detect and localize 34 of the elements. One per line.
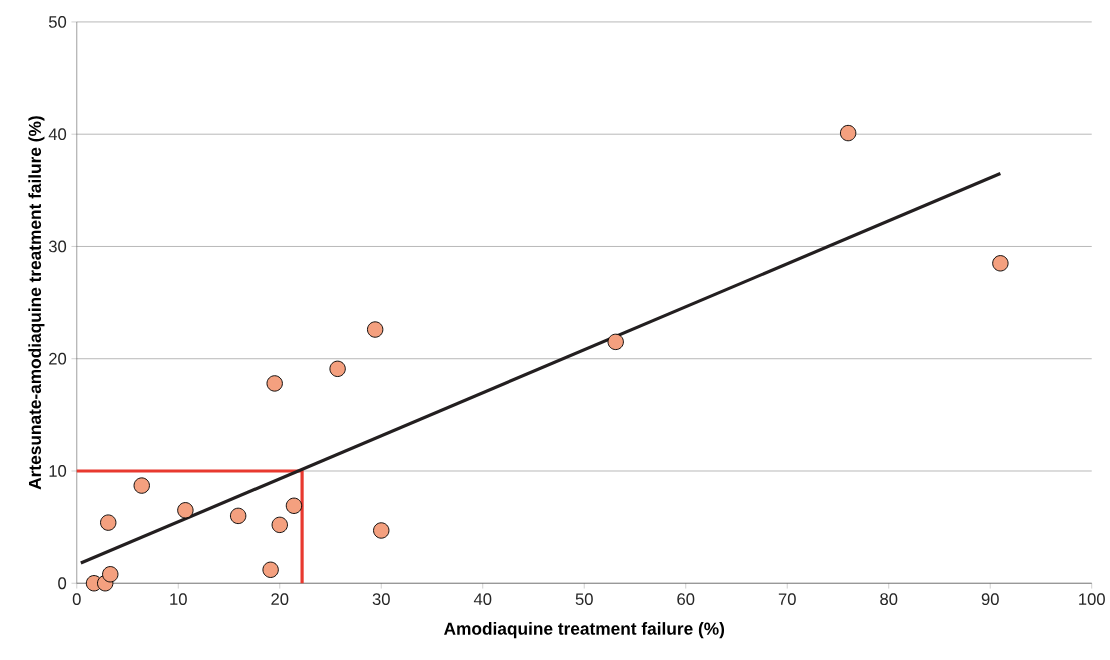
y-tick-label: 30 [48,240,67,253]
point [133,477,150,494]
x-tick-label: 40 [473,593,492,606]
point [285,497,303,514]
x-tick-label: 100 [1079,593,1105,606]
point [839,124,857,142]
x-tick-label: 10 [170,593,187,606]
point [229,507,247,525]
point [262,561,279,578]
point [992,255,1009,272]
point [102,566,119,583]
point [177,502,194,519]
x-tick-label: 70 [778,593,796,606]
y-tick-label: 10 [49,465,67,477]
x-axis-title: Amodiaquine treatment failure (%) [444,622,725,639]
y-tick-label: 20 [49,352,67,365]
y-tick-label: 0 [58,577,67,590]
x-tick-label: 90 [981,593,999,606]
point [366,321,384,338]
point [100,514,117,531]
x-tick-label: 20 [271,593,289,606]
x-tick-label: 60 [677,593,695,606]
point [373,522,390,539]
x-tick-label: 50 [575,593,593,606]
point [271,516,288,534]
x-tick-label: 30 [372,593,390,606]
x-tick-label: 0 [72,593,81,606]
y-axis-title: Artesunate-amodiaquine treatment failure (%) [28,116,45,490]
point [329,360,346,378]
y-tick-label: 50 [48,16,67,28]
x-tick-label: 80 [880,593,898,606]
point [266,375,283,392]
point [607,333,624,351]
y-tick-label: 40 [48,128,67,141]
